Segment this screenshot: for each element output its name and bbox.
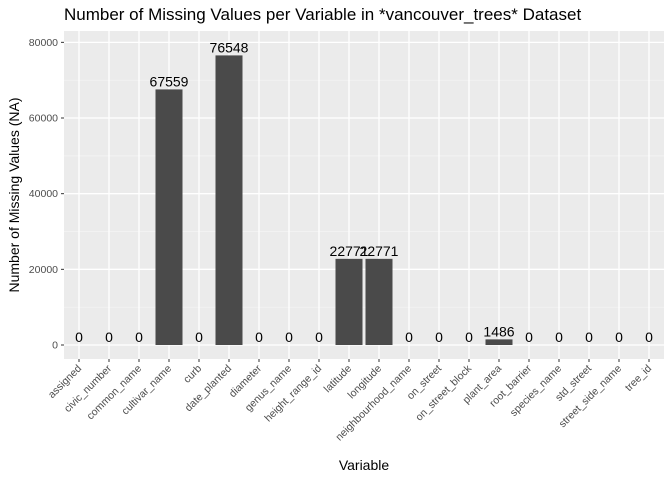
bar-value-label: 0 [555,329,563,345]
bars [155,55,513,346]
bar-value-label: 0 [645,329,653,345]
y-axis: 0 20000 40000 60000 80000 [29,37,64,352]
bar-value-label: 0 [315,329,323,345]
bar-value-label: 0 [405,329,413,345]
bar-value-label: 1486 [483,323,514,339]
x-tick-label: curb [181,363,204,386]
bar [215,55,243,345]
bar-value-label: 22771 [330,243,369,259]
bar-value-label: 0 [285,329,293,345]
bar-value-label: 0 [585,329,593,345]
bar-value-label: 0 [465,329,473,345]
bar [335,258,363,345]
bar-value-label: 0 [525,329,533,345]
y-tick-label: 60000 [29,113,58,125]
y-tick-label: 40000 [29,188,58,200]
bar-value-label: 67559 [150,73,189,89]
y-tick-label: 0 [52,340,58,352]
bar-value-label: 0 [105,329,113,345]
y-axis-title: Number of Missing Values (NA) [6,97,22,292]
bar [485,339,513,345]
bar-value-label: 22771 [360,243,399,259]
bar-value-label: 0 [75,329,83,345]
bar-value-label: 0 [135,329,143,345]
y-tick-label: 80000 [29,37,58,49]
bar [155,89,183,346]
x-axis-title: Variable [339,457,390,473]
y-tick-label: 20000 [29,264,58,276]
bar-value-label: 0 [255,329,263,345]
bar-value-label: 0 [195,329,203,345]
x-tick-label: tree_id [623,363,654,394]
bar-value-label: 0 [435,329,443,345]
bar-value-label: 76548 [210,39,249,55]
x-axis: assignedcivic_numbercommon_namecultivar_… [46,359,654,443]
bar [365,258,393,345]
bar-value-label: 0 [615,329,623,345]
chart-title: Number of Missing Values per Variable in… [64,5,581,24]
